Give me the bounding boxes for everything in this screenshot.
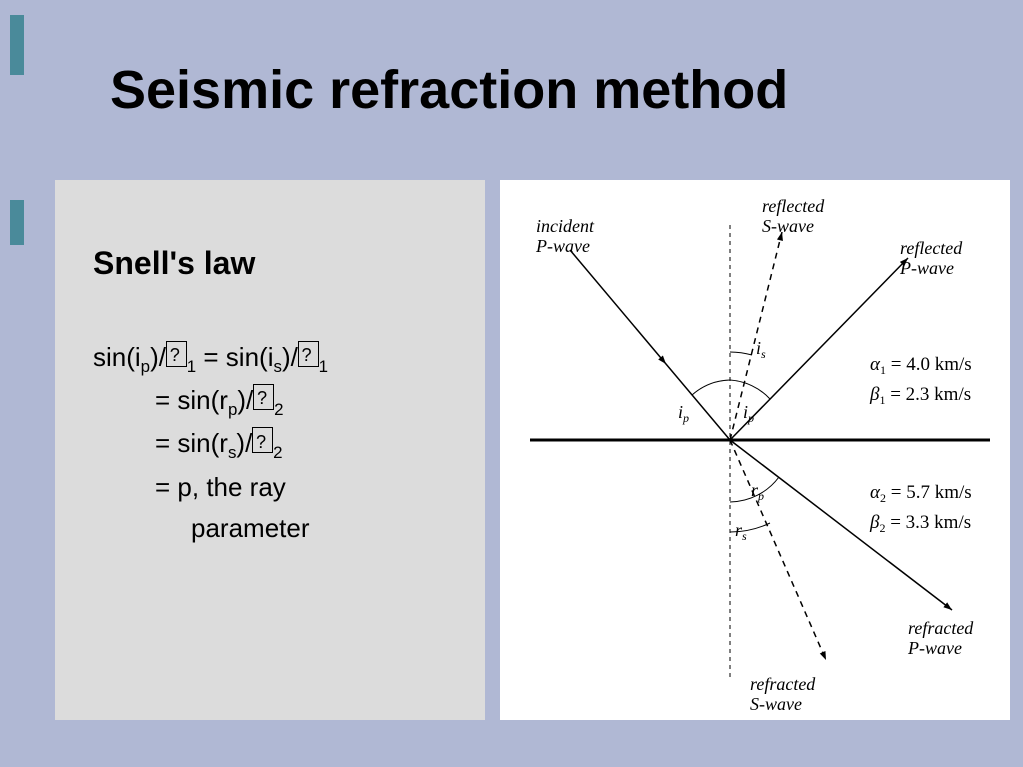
arrowhead-refr_s bbox=[820, 651, 826, 660]
label-rs: rs bbox=[735, 520, 747, 543]
page-title: Seismic refraction method bbox=[110, 59, 788, 121]
ray-refr_s bbox=[730, 440, 826, 660]
label-incident: incidentP-wave bbox=[535, 216, 595, 256]
missing-glyph-icon bbox=[253, 384, 274, 410]
ray-incident bbox=[570, 250, 730, 440]
param-beta1: β1 = 2.3 km/s bbox=[869, 384, 971, 407]
equation-block: sin(ip)/1 = sin(is)/1 = sin(rp)/2 = sin(… bbox=[93, 337, 455, 550]
param-alpha2: α2 = 5.7 km/s bbox=[870, 482, 972, 505]
content-box: Snell's law sin(ip)/1 = sin(is)/1 = sin(… bbox=[55, 180, 485, 720]
arc-is bbox=[730, 352, 752, 355]
snell-diagram: ip ip is rp rs incidentP-wave reflectedS… bbox=[500, 180, 1010, 720]
ray-refl_s bbox=[730, 232, 782, 440]
eq-line2: = sin(rp)/2 bbox=[93, 380, 455, 423]
param-beta2: β2 = 3.3 km/s bbox=[869, 512, 971, 535]
label-ip-right: ip bbox=[743, 402, 754, 425]
param-alpha1: α1 = 4.0 km/s bbox=[870, 354, 972, 377]
label-reflected-s: reflectedS-wave bbox=[762, 196, 825, 236]
arc-ip_right bbox=[730, 380, 770, 399]
eq-line3: = sin(rs)/2 bbox=[93, 423, 455, 466]
missing-glyph-icon bbox=[252, 427, 273, 453]
arcs bbox=[692, 352, 779, 532]
accent-bar-mid bbox=[10, 200, 24, 245]
rays bbox=[570, 232, 952, 660]
eq-line5: parameter bbox=[93, 508, 455, 550]
missing-glyph-icon bbox=[166, 341, 187, 367]
label-is: is bbox=[756, 338, 766, 361]
label-rp: rp bbox=[751, 480, 764, 503]
arc-ip_left bbox=[692, 380, 730, 395]
label-ip-left: ip bbox=[678, 402, 689, 425]
label-reflected-p: reflectedP-wave bbox=[899, 238, 963, 278]
subtitle: Snell's law bbox=[93, 245, 455, 282]
eq-line4: = p, the ray bbox=[93, 467, 455, 509]
title-band: Seismic refraction method bbox=[0, 0, 1023, 180]
eq-line1: sin(ip)/1 = sin(is)/1 bbox=[93, 342, 328, 372]
missing-glyph-icon bbox=[298, 341, 319, 367]
label-refracted-s: refractedS-wave bbox=[750, 674, 816, 714]
label-refracted-p: refractedP-wave bbox=[907, 618, 974, 658]
